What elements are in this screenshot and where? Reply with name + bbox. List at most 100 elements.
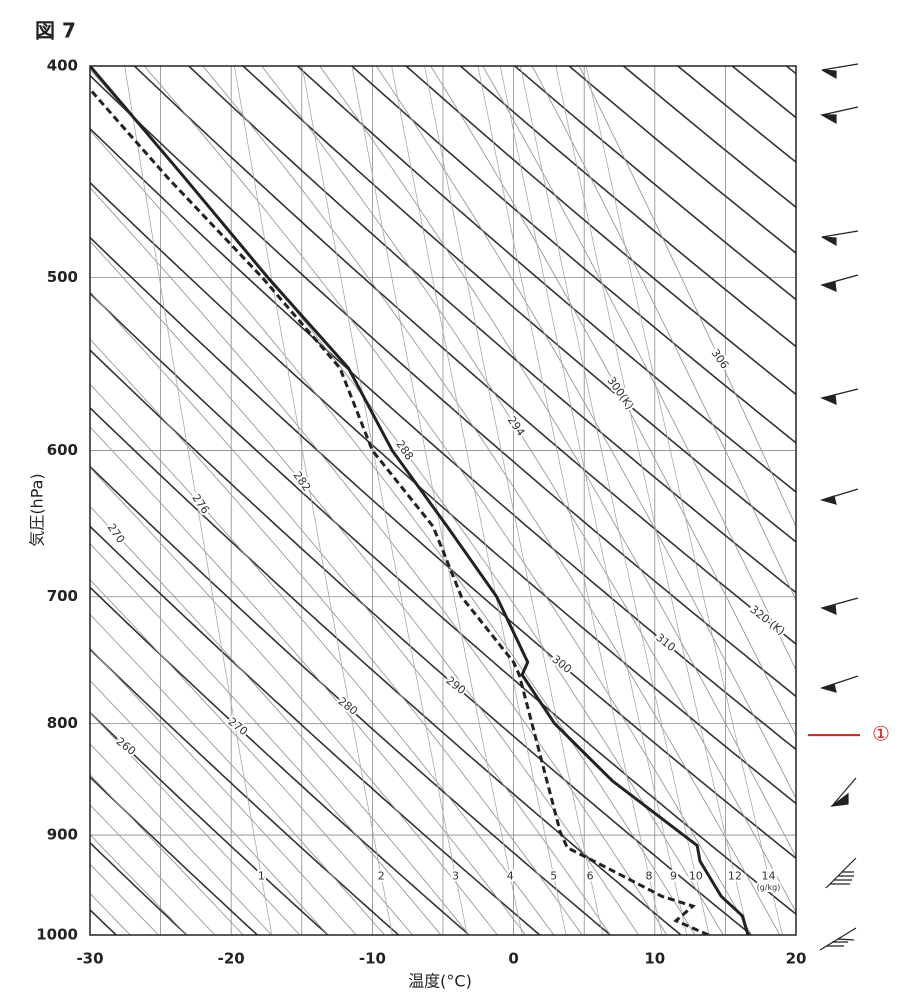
- dry-adiabat: [90, 127, 796, 751]
- dry-adiabat: [622, 66, 796, 209]
- annotation-label: ①: [872, 722, 890, 746]
- x-tick-label: -20: [218, 950, 245, 968]
- moist-adiabat: [261, 66, 796, 914]
- mixing-ratio-label: 8: [645, 869, 652, 882]
- wind-barb: [819, 675, 859, 693]
- moist-adiabat: [90, 613, 385, 935]
- moist-adiabat: [90, 543, 442, 935]
- mixing-ratio-label: 10: [689, 869, 703, 882]
- dry-adiabat: [90, 465, 611, 935]
- wind-barbs: [819, 63, 859, 951]
- moist-adiabat: [319, 66, 796, 858]
- moist-adiabat: [90, 863, 159, 935]
- moist-adiabat-label: 306: [709, 347, 732, 372]
- x-tick-label: 20: [786, 950, 807, 968]
- mixing-ratio-unit: (g/kg): [757, 883, 781, 892]
- moist-adiabat: [375, 66, 796, 800]
- plot-lines: [90, 66, 912, 935]
- moist-adiabat: [90, 187, 668, 935]
- moist-adiabat: [90, 743, 272, 935]
- x-tick-label: -30: [76, 950, 103, 968]
- dry-adiabat: [90, 181, 796, 805]
- axes: 400 500 600 700 800 900 1000 -30 -20 -10 0 10 20: [36, 57, 806, 968]
- mixing-ratio-label: 12: [728, 869, 742, 882]
- dry-adiabat: [90, 586, 470, 935]
- wind-barb: [820, 274, 859, 292]
- y-tick-label: 1000: [36, 926, 78, 944]
- dry-adiabat: [90, 775, 258, 935]
- dry-adiabat: [90, 648, 400, 935]
- dry-adiabat: [90, 292, 796, 916]
- moist-adiabat: [90, 338, 583, 935]
- mixing-ratio-line: [351, 66, 523, 935]
- plot-frame: [89, 65, 797, 936]
- wind-barb: [820, 388, 859, 405]
- mixing-ratio-label: 9: [670, 869, 677, 882]
- wind-barb: [825, 857, 857, 889]
- moist-adiabat: [90, 68, 724, 935]
- moist-adiabat: [90, 240, 639, 935]
- wind-barb: [819, 927, 857, 951]
- mixing-ratio-line: [520, 66, 710, 935]
- mixing-ratio-line: [391, 66, 567, 935]
- dry-adiabat: [514, 66, 796, 301]
- dry-adiabat: [90, 908, 117, 935]
- mixing-ratio-label: 5: [550, 869, 557, 882]
- moist-adiabat: [90, 466, 498, 935]
- moist-adiabat: [90, 129, 696, 935]
- y-tick-label: 400: [47, 57, 78, 75]
- mixing-ratio-line: [585, 66, 783, 935]
- moist-adiabat: [90, 892, 131, 935]
- y-axis-label: 気圧(hPa): [28, 473, 47, 546]
- mixing-ratio-line: [555, 66, 749, 935]
- dry-adiabat: [188, 66, 796, 594]
- mixing-ratio-label: 3: [452, 869, 459, 882]
- moist-adiabat-label: 300(K): [604, 374, 636, 412]
- mixing-ratio-label: 6: [587, 869, 594, 882]
- dry-adiabat: [90, 711, 329, 935]
- profiles: [90, 66, 750, 935]
- dry-adiabat: [90, 74, 796, 698]
- mixing-ratio-line: [301, 66, 468, 935]
- moist-adiabat: [90, 579, 413, 935]
- moist-adiabat: [482, 66, 796, 671]
- y-tick-label: 500: [47, 268, 78, 286]
- moist-adiabat: [90, 712, 301, 935]
- mixing-ratio-line: [424, 66, 604, 935]
- mixing-ratio-label: 14: [761, 869, 775, 882]
- x-axis-label: 温度(°C): [408, 972, 472, 991]
- moist-adiabat: [90, 774, 244, 935]
- mixing-ratio-line: [477, 66, 663, 935]
- wind-barb: [821, 230, 859, 247]
- dry-adiabat: [351, 66, 796, 444]
- moist-adiabat: [578, 66, 796, 528]
- moist-adiabat: [90, 426, 526, 935]
- y-tick-label: 800: [47, 714, 78, 732]
- mixing-ratio-label: 2: [378, 869, 385, 882]
- dry-adiabat: [90, 236, 796, 860]
- dry-adiabat: [405, 66, 796, 396]
- moist-adiabat: [90, 804, 216, 935]
- y-tick-label: 600: [47, 441, 78, 459]
- moist-adiabat: [90, 383, 555, 935]
- moist-adiabat: [531, 66, 796, 602]
- dry-adiabat: [90, 406, 682, 935]
- moist-adiabat: [143, 66, 752, 935]
- x-tick-label: 10: [644, 950, 665, 968]
- dry-adiabat: [242, 66, 796, 543]
- moist-adiabat: [202, 66, 781, 935]
- moist-adiabat: [90, 291, 611, 935]
- wind-barb: [819, 106, 859, 125]
- x-tick-label: 0: [508, 950, 518, 968]
- moist-adiabat: [90, 680, 329, 935]
- mixing-ratio-line: [499, 66, 688, 935]
- chart-title: 図 7: [35, 19, 76, 43]
- moist-adiabat: [90, 505, 470, 935]
- dry-adiabat: [296, 66, 796, 494]
- mixing-ratio-line: [234, 66, 393, 935]
- wind-barb: [820, 597, 859, 615]
- dry-adiabat: [90, 525, 541, 935]
- dry-adiabat: [841, 66, 912, 935]
- x-tick-label: -10: [359, 950, 386, 968]
